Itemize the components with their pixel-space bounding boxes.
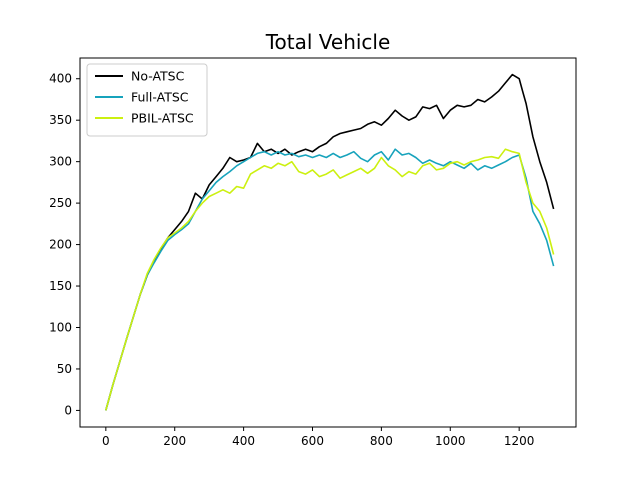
y-tick-label-2: 100 <box>49 320 72 334</box>
y-tick-label-8: 400 <box>49 72 72 86</box>
legend-label-2: PBIL-ATSC <box>131 111 194 126</box>
legend-label-1: Full-ATSC <box>131 90 189 105</box>
x-tick-label-3: 600 <box>301 434 324 448</box>
series-line-2 <box>105 148 555 411</box>
legend-label-0: No-ATSC <box>131 69 185 84</box>
y-tick-label-0: 0 <box>64 403 72 417</box>
series-line-0 <box>105 73 555 411</box>
y-tick-label-4: 200 <box>49 238 72 252</box>
series-layer <box>105 73 555 411</box>
x-tick-label-0: 0 <box>102 434 110 448</box>
x-tick-label-4: 800 <box>370 434 393 448</box>
y-tick-label-6: 300 <box>49 155 72 169</box>
series-line-1 <box>105 148 555 411</box>
x-tick-label-1: 200 <box>163 434 186 448</box>
y-tick-label-5: 250 <box>49 196 72 210</box>
y-tick-label-3: 150 <box>49 279 72 293</box>
plot-frame <box>79 57 577 428</box>
y-tick-label-1: 50 <box>57 362 72 376</box>
x-tick-label-2: 400 <box>232 434 255 448</box>
chart-title: Total Vehicle <box>265 30 391 54</box>
legend: No-ATSC Full-ATSC PBIL-ATSC <box>86 63 208 137</box>
x-tick-label-5: 1000 <box>435 434 466 448</box>
x-tick-label-6: 1200 <box>504 434 535 448</box>
axes-layer: 0 200 400 600 800 1000 1200 0 50 100 150 200 250 300 3… <box>49 57 577 448</box>
y-tick-label-7: 350 <box>49 113 72 127</box>
